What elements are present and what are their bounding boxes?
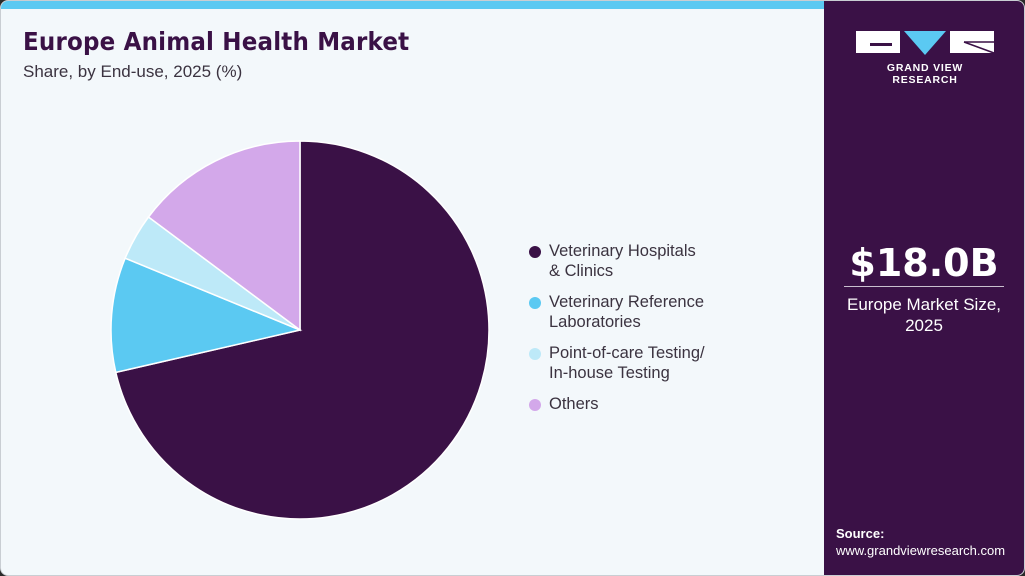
chart-title: Europe Animal Health Market xyxy=(23,27,410,56)
gvr-logo-icon xyxy=(856,31,995,55)
legend-item: Veterinary Hospitals & Clinics xyxy=(529,241,739,281)
divider xyxy=(844,286,1004,287)
legend-item: Point-of-care Testing/ In-house Testing xyxy=(529,343,739,383)
legend-dot-icon xyxy=(529,297,541,309)
market-size-value: $18.0B xyxy=(849,241,999,285)
legend-dot-icon xyxy=(529,348,541,360)
legend-dot-icon xyxy=(529,246,541,258)
market-size-label: Europe Market Size, 2025 xyxy=(846,295,1001,335)
legend-label: Veterinary Hospitals & Clinics xyxy=(549,242,696,280)
pie-slice xyxy=(147,140,301,332)
source-label: Source: xyxy=(836,526,885,541)
chart-subtitle: Share, by End-use, 2025 (%) xyxy=(23,62,243,81)
legend-label: Point-of-care Testing/ In-house Testing xyxy=(549,344,705,382)
pie-slice xyxy=(110,257,303,374)
accent-bar xyxy=(1,1,824,9)
side-panel: GRAND VIEW RESEARCH $18.0B Europe Market… xyxy=(824,1,1024,575)
source-link[interactable]: www.grandviewresearch.com xyxy=(836,543,1006,558)
legend: Veterinary Hospitals & Clinics Veterinar… xyxy=(529,241,739,425)
legend-label: Others xyxy=(549,395,599,413)
legend-label: Veterinary Reference Laboratories xyxy=(549,293,705,331)
legend-item: Others xyxy=(529,394,739,414)
brand-name: GRAND VIEW RESEARCH xyxy=(886,62,964,86)
brand-logo: GRAND VIEW RESEARCH xyxy=(854,29,996,86)
pie-slice xyxy=(114,140,490,520)
pie-chart xyxy=(110,140,490,520)
legend-item: Veterinary Reference Laboratories xyxy=(529,292,739,332)
legend-dot-icon xyxy=(529,399,541,411)
